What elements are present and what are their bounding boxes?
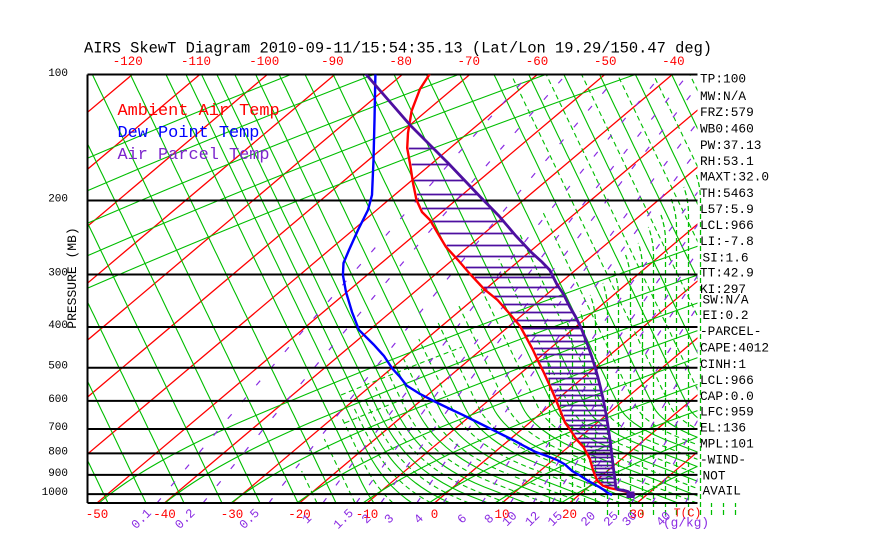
svg-text:-50: -50 [86,508,109,522]
svg-text:20: 20 [562,508,577,522]
svg-text:-PARCEL-: -PARCEL- [700,324,761,339]
svg-text:Air Parcel Temp: Air Parcel Temp [118,146,270,165]
svg-text:LI:-7.8: LI:-7.8 [700,234,754,249]
svg-text:-50: -50 [594,55,617,69]
svg-text:-10: -10 [356,508,379,522]
svg-text:800: 800 [48,446,68,458]
svg-text:0: 0 [431,508,439,522]
svg-text:NOT: NOT [703,468,726,483]
svg-text:SI:1.6: SI:1.6 [703,250,749,265]
svg-text:100: 100 [48,68,68,80]
svg-text:CINH:1: CINH:1 [700,357,746,372]
svg-text:FRZ:579: FRZ:579 [700,105,754,120]
svg-text:-60: -60 [526,55,549,69]
svg-text:PW:37.13: PW:37.13 [700,138,761,153]
svg-text:400: 400 [48,320,68,332]
svg-text:KI:297: KI:297 [700,282,746,297]
svg-text:-120: -120 [113,55,143,69]
svg-text:-110: -110 [181,55,211,69]
svg-text:CAPE:4012: CAPE:4012 [700,341,769,356]
svg-text:TT:42.9: TT:42.9 [700,266,754,281]
svg-text:-70: -70 [458,55,481,69]
svg-text:MAXT:32.0: MAXT:32.0 [700,170,769,185]
svg-text:-90: -90 [321,55,344,69]
svg-text:Dew Point Temp: Dew Point Temp [118,124,260,143]
svg-text:1000: 1000 [42,487,68,499]
svg-text:LCL:966: LCL:966 [700,218,754,233]
svg-text:-100: -100 [249,55,279,69]
svg-text:SW:N/A: SW:N/A [703,293,749,308]
svg-text:MPL:101: MPL:101 [700,437,754,452]
svg-text:300: 300 [48,268,68,280]
svg-text:10: 10 [494,508,509,522]
svg-text:LCL:966: LCL:966 [700,373,754,388]
svg-text:AIRS SkewT Diagram 2010-09-11/: AIRS SkewT Diagram 2010-09-11/15:54:35.1… [84,40,712,58]
svg-text:EL:136: EL:136 [700,420,746,435]
svg-text:(g/kg): (g/kg) [663,516,709,531]
svg-text:L57:5.9: L57:5.9 [700,202,754,217]
svg-text:TH:5463: TH:5463 [700,186,754,201]
svg-text:600: 600 [48,394,68,406]
svg-text:-80: -80 [389,55,412,69]
svg-text:WB0:460: WB0:460 [700,122,754,137]
svg-text:500: 500 [48,361,68,373]
svg-text:-20: -20 [288,508,311,522]
svg-text:-WIND-: -WIND- [700,452,746,467]
svg-text:-40: -40 [153,508,176,522]
svg-text:LFC:959: LFC:959 [700,405,754,420]
svg-text:RH:53.1: RH:53.1 [700,154,754,169]
svg-text:EI:0.2: EI:0.2 [703,308,749,323]
svg-text:MW:N/A: MW:N/A [700,89,746,104]
svg-text:CAP:0.0: CAP:0.0 [700,389,754,404]
svg-text:PRESSURE (MB): PRESSURE (MB) [65,227,80,328]
svg-text:AVAIL: AVAIL [703,484,741,499]
svg-text:200: 200 [48,194,68,206]
svg-text:TP:100: TP:100 [700,72,746,87]
svg-text:-30: -30 [221,508,244,522]
svg-text:30: 30 [629,508,644,522]
svg-text:700: 700 [48,422,68,434]
svg-text:T(C): T(C) [674,508,702,521]
svg-text:-40: -40 [662,55,685,69]
svg-text:900: 900 [48,468,68,480]
svg-text:Ambient Air Temp: Ambient Air Temp [118,102,280,121]
